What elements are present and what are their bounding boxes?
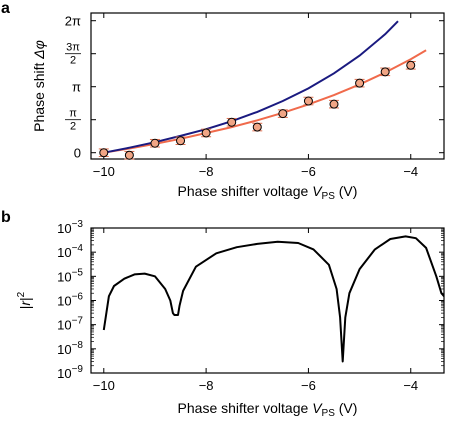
data-point	[380, 67, 390, 77]
x-tick-label-b: −6	[301, 378, 316, 393]
points-a	[98, 60, 416, 160]
y-tick-label-a: 3π2	[65, 42, 81, 67]
x-tick-label-b: −8	[199, 378, 214, 393]
plot-frame-a	[90, 12, 445, 160]
data-point	[99, 148, 109, 158]
lines-b	[102, 235, 444, 363]
panel-letter-b: b	[1, 209, 11, 226]
y-tick-label-numerator-a: π	[69, 108, 77, 120]
y-tick-label-b: 10−7	[57, 316, 83, 333]
data-point-group	[354, 78, 365, 88]
data-point	[406, 60, 416, 70]
y-tick-label-b: 10−8	[57, 340, 83, 357]
y-axis-label-a: Phase shift Δφ	[31, 40, 47, 132]
data-point	[124, 150, 134, 160]
x-axis-label-a: Phase shifter voltage VPS (V)	[178, 183, 358, 202]
y-tick-label-numerator-a: 3π	[66, 42, 80, 54]
data-point	[278, 109, 288, 119]
plot-frame-b	[90, 227, 445, 374]
y-tick-label-b: 10−5	[57, 267, 83, 284]
ticks-b: −10 −8 −6 −4 10−9 10−8 10−7 10−6 10−5 10−4 10−3	[57, 219, 444, 393]
x-tick-label-a: −8	[199, 164, 214, 179]
data-point-group	[329, 99, 340, 109]
x-tick-label-a: −10	[93, 164, 115, 179]
data-point-group	[149, 138, 160, 148]
y-tick-label-denominator-a: 2	[70, 121, 76, 133]
data-point	[176, 136, 186, 146]
y-tick-label-a: π	[72, 80, 81, 95]
y-axis-label-b: |r|2	[16, 291, 33, 309]
data-point-group	[303, 96, 314, 106]
x-axis-label-b: Phase shifter voltage VPS (V)	[178, 400, 358, 419]
y-tick-label-b: 10−3	[57, 219, 83, 236]
y-tick-label-a: π2	[65, 108, 81, 133]
y-tick-label-a: 2π	[65, 14, 81, 29]
lines-a	[103, 20, 427, 154]
data-point-group	[201, 128, 212, 138]
data-point	[355, 78, 365, 88]
x-tick-label-b: −4	[403, 378, 418, 393]
y-tick-label-b: 10−9	[57, 364, 83, 381]
panel-letter-a: a	[1, 0, 10, 17]
data-point	[252, 122, 262, 132]
x-tick-label-a: −6	[301, 164, 316, 179]
data-point-group	[98, 148, 109, 158]
y-tick-label-b: 10−4	[57, 243, 83, 260]
y-tick-label-denominator-a: 2	[70, 55, 76, 67]
x-tick-label-b: −10	[93, 378, 115, 393]
data-point	[227, 117, 237, 127]
data-point-group	[380, 67, 391, 77]
data-point	[150, 138, 160, 148]
data-point	[201, 128, 211, 138]
data-point-group	[277, 109, 288, 119]
y-tick-label-b: 10−6	[57, 292, 83, 309]
data-point	[303, 96, 313, 106]
x-tick-label-a: −4	[403, 164, 418, 179]
fit-line	[103, 49, 427, 154]
data-point-group	[405, 60, 416, 70]
panel-b: −10 −8 −6 −4 10−9 10−8 10−7 10−6 10−5 10−4 10−3 |r…	[16, 219, 445, 419]
y-tick-label-a: 0	[74, 146, 81, 161]
data-point-group	[226, 117, 237, 127]
data-point-group	[252, 122, 263, 132]
data-point	[329, 99, 339, 109]
data-point-group	[124, 150, 135, 160]
data-point-group	[175, 136, 186, 146]
reflectivity-line	[102, 235, 444, 363]
